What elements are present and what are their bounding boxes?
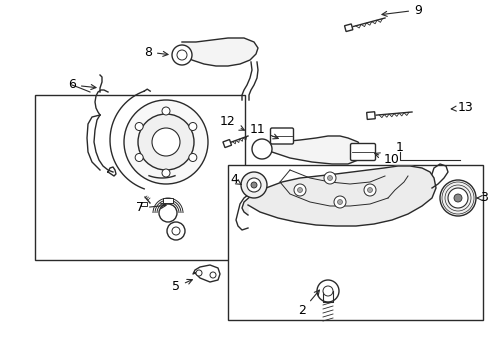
Circle shape	[453, 194, 461, 202]
Polygon shape	[242, 166, 435, 226]
Text: 6: 6	[68, 78, 96, 91]
Circle shape	[439, 180, 475, 216]
Text: 4: 4	[229, 174, 241, 186]
Circle shape	[135, 122, 143, 130]
Bar	[141, 202, 147, 206]
Circle shape	[167, 222, 184, 240]
Text: 11: 11	[250, 123, 278, 139]
Text: 1: 1	[395, 141, 403, 154]
Text: 13: 13	[450, 102, 473, 114]
Circle shape	[293, 184, 305, 196]
Circle shape	[323, 286, 332, 296]
Circle shape	[138, 114, 194, 170]
Circle shape	[297, 188, 302, 193]
FancyBboxPatch shape	[270, 128, 293, 144]
Bar	[227, 165, 482, 320]
Circle shape	[367, 188, 372, 193]
Polygon shape	[193, 265, 220, 282]
Circle shape	[333, 196, 346, 208]
Circle shape	[337, 199, 342, 204]
Circle shape	[172, 45, 192, 65]
Circle shape	[177, 50, 186, 60]
Circle shape	[363, 184, 375, 196]
Bar	[35, 95, 244, 260]
Text: 2: 2	[298, 290, 319, 318]
Circle shape	[316, 280, 338, 302]
Text: 12: 12	[220, 116, 244, 130]
Circle shape	[447, 188, 467, 208]
Circle shape	[135, 153, 143, 162]
Text: 5: 5	[172, 279, 192, 293]
Circle shape	[324, 172, 335, 184]
Circle shape	[124, 100, 207, 184]
Text: 3: 3	[476, 192, 487, 204]
Circle shape	[251, 139, 271, 159]
Circle shape	[159, 204, 177, 222]
Circle shape	[327, 175, 332, 180]
Circle shape	[162, 107, 170, 115]
Circle shape	[209, 272, 216, 278]
Polygon shape	[260, 136, 363, 164]
Circle shape	[241, 172, 266, 198]
Text: 9: 9	[381, 4, 421, 17]
Bar	[163, 198, 173, 203]
Circle shape	[246, 178, 261, 192]
Circle shape	[152, 128, 180, 156]
Polygon shape	[366, 112, 374, 120]
Circle shape	[188, 122, 197, 130]
Circle shape	[196, 270, 202, 276]
Polygon shape	[182, 38, 258, 66]
Circle shape	[250, 182, 257, 188]
Text: 10: 10	[374, 153, 399, 166]
Circle shape	[162, 169, 170, 177]
FancyBboxPatch shape	[350, 144, 375, 161]
Polygon shape	[344, 24, 352, 32]
Circle shape	[188, 153, 197, 162]
Text: 8: 8	[143, 45, 168, 58]
Text: 7: 7	[136, 202, 165, 215]
Polygon shape	[223, 140, 231, 148]
Circle shape	[172, 227, 180, 235]
